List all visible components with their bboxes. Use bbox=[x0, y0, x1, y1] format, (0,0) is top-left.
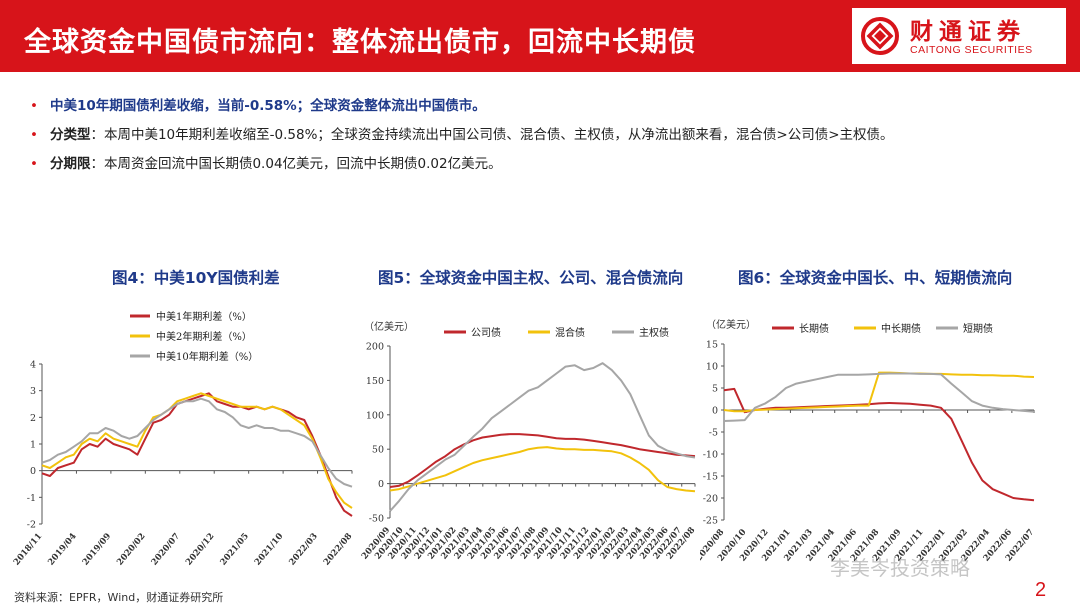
y-tick-label: -20 bbox=[703, 494, 718, 505]
series-line bbox=[41, 397, 353, 488]
chart-title-fig6: 图6：全球资金中国长、中、短期债流向 bbox=[738, 269, 1013, 287]
legend-label: 中美2年期利差（%） bbox=[156, 330, 252, 343]
y-tick-label: -1 bbox=[27, 493, 36, 504]
y-tick-label: -2 bbox=[27, 520, 36, 531]
series-line bbox=[389, 433, 696, 488]
x-tick-label: 2021/10 bbox=[253, 531, 286, 567]
unit-label: （亿美元） bbox=[706, 318, 756, 331]
x-tick-label: 2021/05 bbox=[218, 531, 251, 567]
series-line bbox=[723, 372, 1035, 422]
bullet-lead: 中美10年期国债利差收缩，当前-0.58%；全球资金整体流出中国债市。 bbox=[49, 98, 486, 114]
legend-label: 中长期债 bbox=[881, 322, 921, 335]
y-tick-label: 150 bbox=[366, 376, 384, 387]
legend-label: 长期债 bbox=[799, 322, 829, 335]
chart-title-fig5: 图5：全球资金中国主权、公司、混合债流向 bbox=[378, 269, 684, 287]
legend-label: 中美10年期利差（%） bbox=[156, 350, 258, 363]
chart-title-fig4: 图4：中美10Y国债利差 bbox=[112, 269, 280, 287]
series-line bbox=[41, 392, 353, 517]
legend-label: 中美1年期利差（%） bbox=[156, 310, 252, 323]
legend-label: 主权债 bbox=[639, 326, 669, 339]
bullet-dot-icon: • bbox=[30, 127, 38, 143]
bullet-dot-icon: • bbox=[30, 98, 38, 114]
chart-bond-term-flows: （亿美元）-25-20-15-10-50510152020/082020/102… bbox=[700, 318, 1036, 563]
y-tick-label: 0 bbox=[30, 466, 36, 477]
page-number: 2 bbox=[1035, 579, 1047, 601]
legend-label: 短期债 bbox=[963, 322, 993, 335]
y-tick-label: 0 bbox=[712, 406, 718, 417]
y-tick-label: 4 bbox=[30, 360, 36, 371]
bullet-item-1: • 中美10年期国债利差收缩，当前-0.58%；全球资金整体流出中国债市。 bbox=[30, 94, 486, 114]
watermark-text: 李美岑投资策略 bbox=[830, 556, 970, 580]
x-tick-label: 2020/07 bbox=[150, 531, 183, 567]
unit-label: （亿美元） bbox=[364, 320, 414, 333]
y-tick-label: 2 bbox=[30, 413, 36, 424]
series-line bbox=[389, 362, 696, 512]
x-tick-label: 2020/12 bbox=[184, 531, 217, 567]
bullet-lead: 分期限 bbox=[49, 156, 91, 172]
series-line bbox=[389, 446, 696, 493]
bullet-item-3: • 分期限：本周资金回流中国长期债0.04亿美元，回流中长期债0.02亿美元。 bbox=[30, 152, 502, 172]
x-tick-label: 2019/09 bbox=[81, 531, 114, 567]
y-tick-label: 200 bbox=[366, 342, 384, 353]
series-line bbox=[41, 392, 353, 509]
logo-text-en: CAITONG SECURITIES bbox=[910, 44, 1033, 56]
y-tick-label: 1 bbox=[30, 440, 36, 451]
y-tick-label: 5 bbox=[712, 384, 718, 395]
chart-bond-type-flows: （亿美元）-500501001502002020/092020/102020/1… bbox=[360, 320, 697, 561]
y-tick-label: -5 bbox=[709, 428, 718, 439]
x-tick-label: 2020/02 bbox=[115, 531, 148, 567]
legend-label: 公司债 bbox=[471, 326, 501, 339]
y-tick-label: 50 bbox=[372, 445, 384, 456]
y-tick-label: -10 bbox=[703, 450, 718, 461]
x-tick-label: 2022/08 bbox=[322, 531, 355, 567]
header-bar: 全球资金中国债市流向：整体流出债市，回流中长期债 财通证券 CAITONG SE… bbox=[0, 0, 1080, 72]
series-line bbox=[723, 371, 1035, 413]
x-tick-label: 2019/04 bbox=[46, 531, 79, 567]
logo-mark-icon bbox=[861, 17, 899, 55]
y-tick-label: 0 bbox=[378, 479, 384, 490]
source-note: 资料来源：EPFR，Wind，财通证券研究所 bbox=[14, 591, 224, 604]
company-logo: 财通证券 CAITONG SECURITIES bbox=[852, 8, 1066, 64]
bullet-dot-icon: • bbox=[30, 156, 38, 172]
y-tick-label: -25 bbox=[703, 516, 718, 527]
page-title: 全球资金中国债市流向：整体流出债市，回流中长期债 bbox=[24, 27, 696, 58]
bullet-text: ：本周资金回流中国长期债0.04亿美元，回流中长期债0.02亿美元。 bbox=[90, 156, 502, 172]
legend-label: 混合债 bbox=[555, 326, 585, 339]
bullet-lead: 分类型 bbox=[49, 127, 91, 143]
y-tick-label: -15 bbox=[703, 472, 718, 483]
series-line bbox=[723, 387, 1035, 502]
logo-text-cn: 财通证券 bbox=[910, 19, 1026, 45]
y-tick-label: 100 bbox=[366, 410, 384, 421]
y-tick-label: 3 bbox=[30, 386, 36, 397]
y-tick-label: 15 bbox=[706, 340, 718, 351]
bullet-text: ：本周中美10年期利差收缩至-0.58%；全球资金持续流出中国公司债、混合债、主… bbox=[90, 127, 894, 143]
y-tick-label: 10 bbox=[706, 362, 718, 373]
x-tick-label: 2018/11 bbox=[12, 531, 45, 567]
y-tick-label: -50 bbox=[369, 514, 384, 525]
bullet-item-2: • 分类型：本周中美10年期利差收缩至-0.58%；全球资金持续流出中国公司债、混… bbox=[30, 123, 894, 143]
x-tick-label: 2022/03 bbox=[287, 531, 320, 567]
